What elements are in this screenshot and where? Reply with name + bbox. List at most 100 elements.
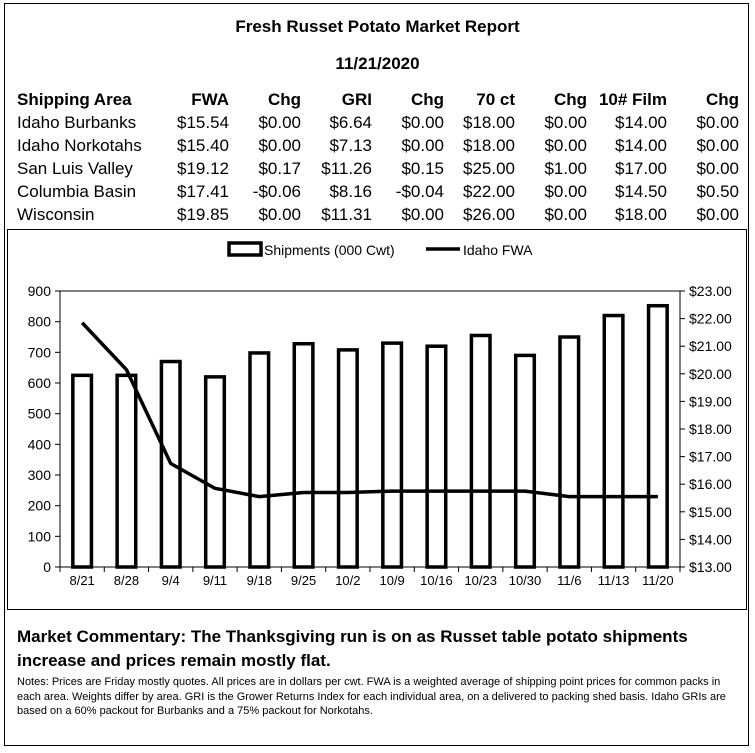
table-cell: $14.00 bbox=[615, 112, 667, 132]
column-header: GRI bbox=[341, 89, 372, 109]
shipment-bar bbox=[292, 341, 315, 569]
column-header: 70 ct bbox=[476, 89, 515, 109]
table-cell: $0.00 bbox=[544, 204, 587, 224]
y-right-tick-label: $21.00 bbox=[689, 338, 732, 354]
table-cell: $15.54 bbox=[177, 112, 229, 132]
table-cell: $0.00 bbox=[696, 112, 739, 132]
market-commentary: Market Commentary: The Thanksgiving run … bbox=[17, 627, 688, 670]
y-right-tick-label: $14.00 bbox=[689, 531, 732, 547]
table-cell: $18.00 bbox=[463, 135, 515, 155]
shipment-bar bbox=[336, 348, 359, 569]
table-cell: $11.26 bbox=[321, 158, 372, 178]
table-cell: $0.17 bbox=[258, 158, 301, 178]
y-right-tick-label: $22.00 bbox=[689, 311, 732, 327]
report-frame bbox=[4, 3, 749, 746]
price-table: Shipping Area FWA Chg GRI Chg 70 ct Chg … bbox=[17, 88, 739, 226]
idaho-fwa-line bbox=[80, 321, 658, 499]
table-cell: $0.00 bbox=[696, 204, 739, 224]
column-header: Chg bbox=[553, 89, 587, 109]
x-tick-label: 10/16 bbox=[420, 573, 453, 588]
shipment-bar bbox=[646, 303, 669, 569]
x-tick-label: 11/13 bbox=[598, 573, 630, 588]
report-date: 11/21/2020 bbox=[335, 54, 420, 73]
y-left-tick-label: 100 bbox=[28, 528, 52, 544]
x-tick-label: 10/2 bbox=[335, 573, 360, 588]
report-title: Fresh Russet Potato Market Report bbox=[235, 17, 520, 36]
y-left-tick-label: 400 bbox=[28, 436, 52, 452]
table-cell: $0.00 bbox=[258, 112, 301, 132]
table-cell: $0.00 bbox=[696, 158, 739, 178]
table-cell: -$0.04 bbox=[395, 181, 444, 201]
table-cell: $0.00 bbox=[258, 135, 301, 155]
table-row: Columbia Basin $17.41 -$0.06 $8.16 -$0.0… bbox=[17, 180, 739, 203]
y-right-tick-label: $19.00 bbox=[689, 393, 732, 409]
table-cell: -$0.06 bbox=[252, 181, 301, 201]
shipment-bar bbox=[115, 373, 138, 569]
shipment-bar bbox=[425, 344, 448, 569]
table-cell: $7.13 bbox=[329, 135, 372, 155]
shipment-bar bbox=[71, 373, 94, 569]
table-cell: Columbia Basin bbox=[17, 181, 137, 201]
table-cell: $0.50 bbox=[696, 181, 739, 201]
legend-shipments-swatch bbox=[227, 241, 263, 257]
table-cell: $1.00 bbox=[544, 158, 587, 178]
y-left-tick-label: 500 bbox=[28, 406, 52, 422]
x-tick-label: 9/4 bbox=[162, 573, 180, 588]
x-tick-label: 11/20 bbox=[642, 573, 674, 588]
y-right-tick-label: $18.00 bbox=[689, 421, 732, 437]
shipment-bar bbox=[381, 341, 404, 569]
column-header: Shipping Area bbox=[17, 89, 132, 109]
table-cell: $26.00 bbox=[463, 204, 515, 224]
table-cell: $14.50 bbox=[615, 181, 667, 201]
table-cell: Idaho Burbanks bbox=[17, 112, 137, 132]
shipment-bar bbox=[558, 335, 581, 569]
chart-legend: Shipments (000 Cwt) Idaho FWA bbox=[227, 241, 533, 258]
table-cell: $0.00 bbox=[696, 135, 739, 155]
y-left-tick-label: 900 bbox=[28, 283, 52, 299]
shipments-price-chart: 0 100 200 300 400 500 600 700 800 900 $13.00 $14.00… bbox=[28, 241, 732, 588]
shipment-bar bbox=[248, 351, 271, 569]
legend-fwa-label: Idaho FWA bbox=[463, 242, 533, 258]
y-left-tick-label: 700 bbox=[28, 344, 52, 360]
table-row: San Luis Valley $19.12 $0.17 $11.26 $0.1… bbox=[17, 157, 739, 180]
legend-shipments-label: Shipments (000 Cwt) bbox=[264, 242, 395, 258]
x-tick-label: 9/11 bbox=[203, 573, 227, 588]
table-cell: $19.85 bbox=[177, 204, 229, 224]
table-cell: $18.00 bbox=[463, 112, 515, 132]
y-left-tick-label: 300 bbox=[28, 467, 52, 483]
table-header-row: Shipping Area FWA Chg GRI Chg 70 ct Chg … bbox=[17, 88, 739, 111]
report-notes: Notes: Prices are Friday mostly quotes. … bbox=[17, 676, 726, 717]
column-header: 10# Film bbox=[598, 89, 667, 109]
x-tick-label: 10/23 bbox=[464, 573, 497, 588]
table-cell: $0.00 bbox=[401, 204, 444, 224]
table-cell: $0.00 bbox=[401, 135, 444, 155]
table-cell: $8.16 bbox=[329, 181, 372, 201]
x-tick-label: 8/28 bbox=[114, 573, 139, 588]
y-right-tick-label: $16.00 bbox=[689, 476, 732, 492]
y-left-tick-label: 200 bbox=[28, 498, 52, 514]
x-tick-label: 10/30 bbox=[509, 573, 542, 588]
table-row: Wisconsin $19.85 $0.00 $11.31 $0.00 $26.… bbox=[17, 203, 739, 226]
y-left-tick-label: 0 bbox=[43, 559, 51, 575]
table-cell: $25.00 bbox=[463, 158, 515, 178]
column-header: Chg bbox=[705, 89, 739, 109]
shipment-bar bbox=[203, 375, 227, 569]
table-cell: $17.41 bbox=[177, 181, 229, 201]
y-right-tick-label: $13.00 bbox=[689, 559, 732, 575]
table-cell: $14.00 bbox=[615, 135, 667, 155]
shipment-bar bbox=[469, 333, 492, 569]
table-cell: $17.00 bbox=[615, 158, 667, 178]
table-cell: $11.31 bbox=[321, 204, 372, 224]
x-tick-label: 8/21 bbox=[69, 573, 94, 588]
y-right-tick-label: $23.00 bbox=[689, 283, 732, 299]
shipment-bar bbox=[513, 353, 537, 569]
table-row: Idaho Burbanks $15.54 $0.00 $6.64 $0.00 … bbox=[17, 111, 739, 134]
table-row: Idaho Norkotahs $15.40 $0.00 $7.13 $0.00… bbox=[17, 134, 739, 157]
table-cell: $18.00 bbox=[615, 204, 667, 224]
table-cell: $0.15 bbox=[401, 158, 444, 178]
table-cell: $0.00 bbox=[544, 112, 587, 132]
table-cell: $0.00 bbox=[258, 204, 301, 224]
y-right-tick-label: $15.00 bbox=[689, 504, 732, 520]
table-cell: $6.64 bbox=[329, 112, 372, 132]
table-cell: $0.00 bbox=[544, 135, 587, 155]
